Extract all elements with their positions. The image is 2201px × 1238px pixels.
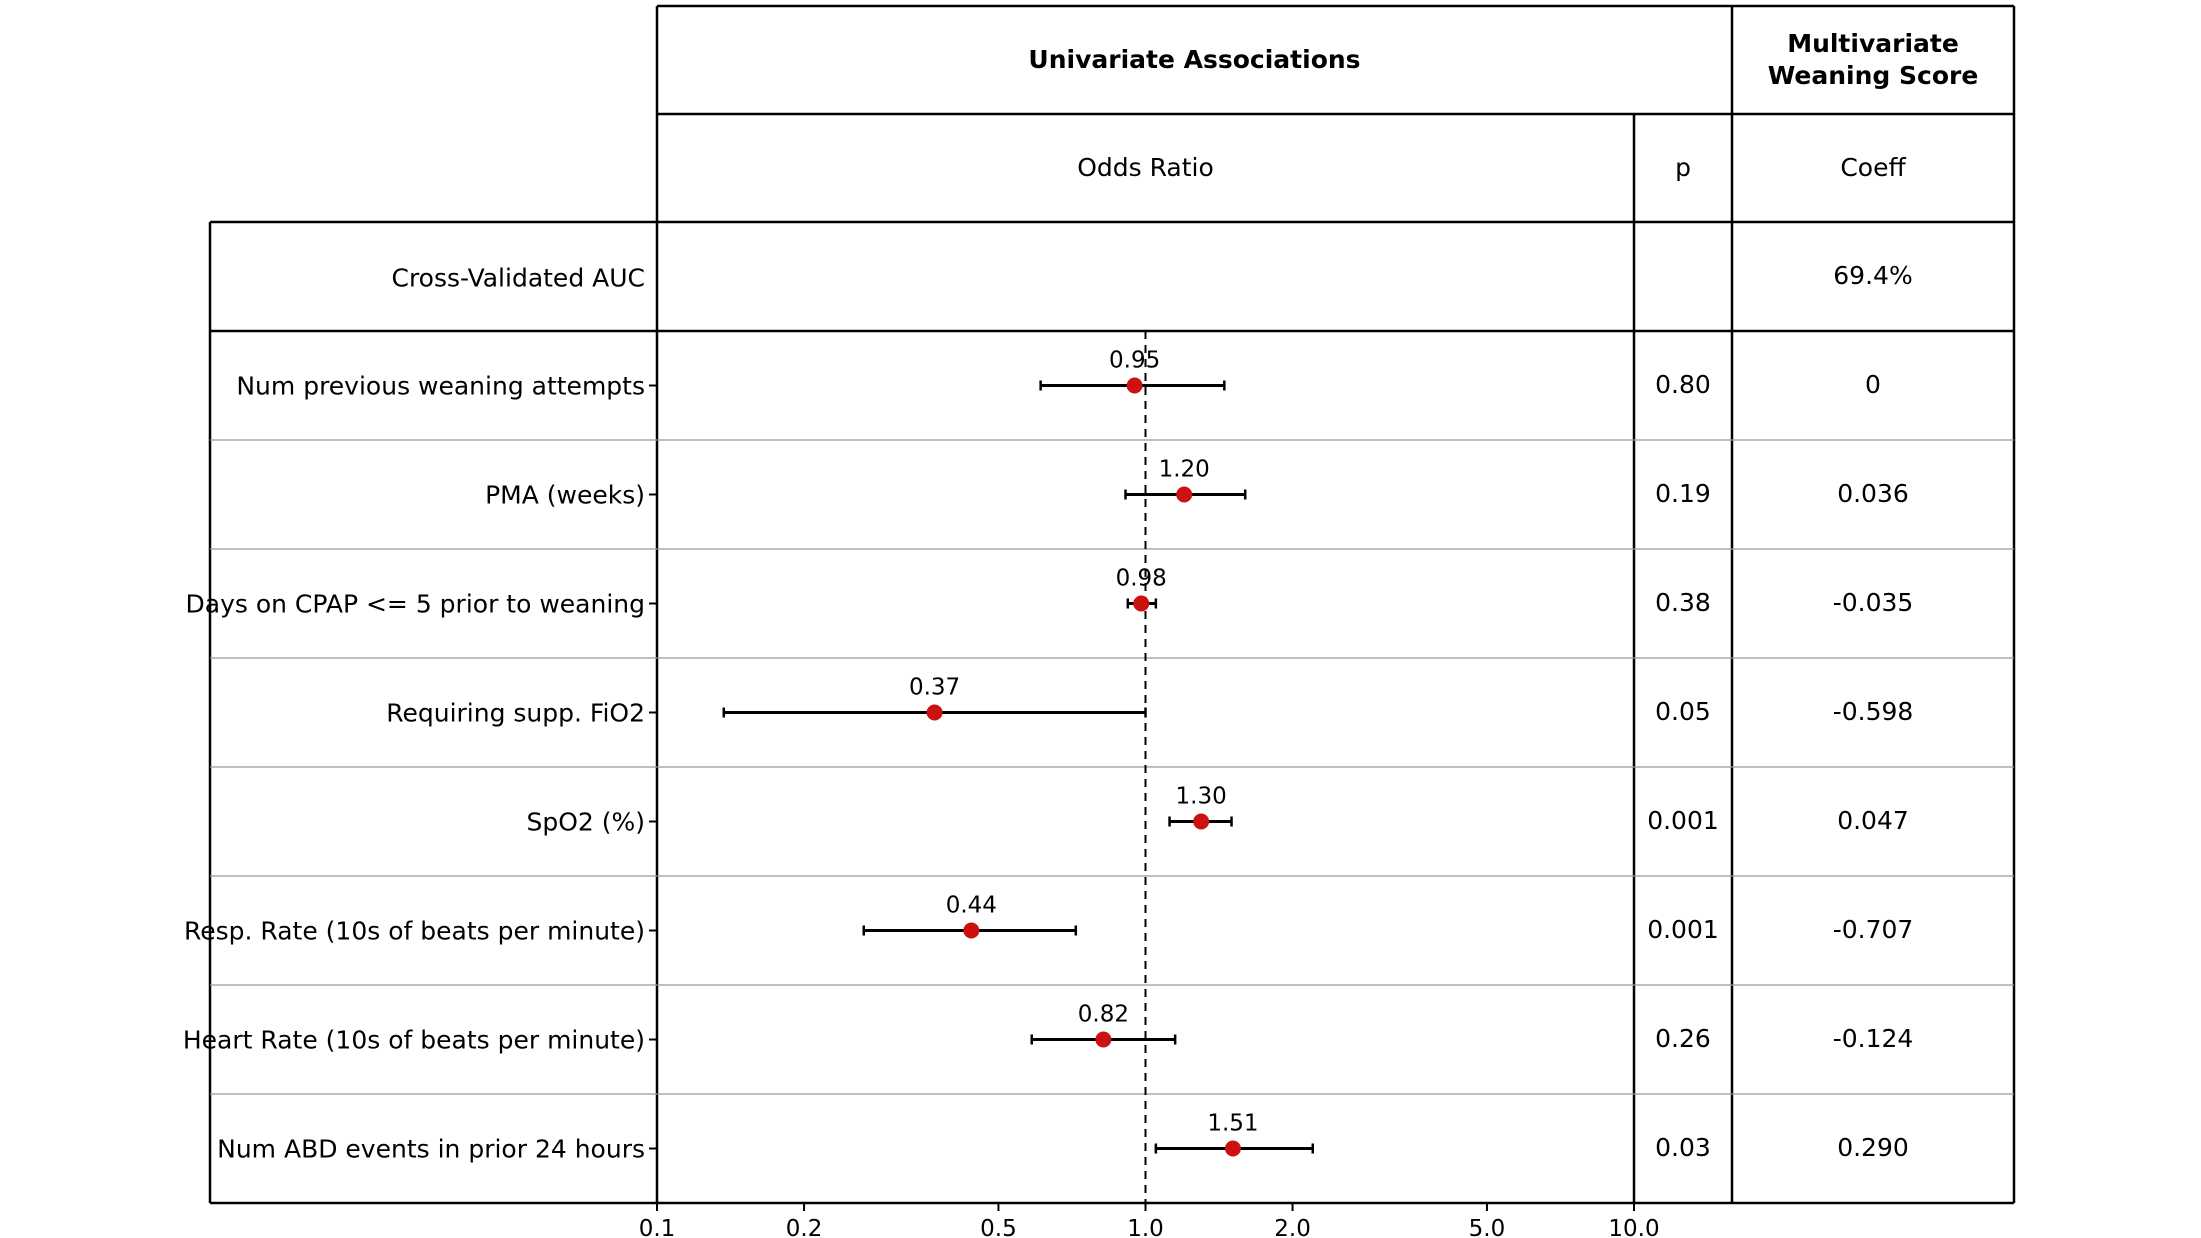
p-header: p: [1675, 152, 1691, 182]
p-value: 0.001: [1647, 915, 1719, 945]
row-label: Heart Rate (10s of beats per minute): [182, 1025, 645, 1054]
odds-ratio-label: 0.98: [1116, 566, 1167, 592]
x-tick-label: 0.5: [980, 1216, 1017, 1238]
odds-ratio-header: Odds Ratio: [1077, 152, 1214, 182]
odds-ratio-point: [1095, 1031, 1112, 1048]
row-label: PMA (weeks): [485, 480, 645, 509]
row-label: Resp. Rate (10s of beats per minute): [183, 916, 645, 945]
x-tick-label: 0.2: [786, 1216, 823, 1238]
coeff-value: -0.707: [1832, 915, 1914, 945]
odds-ratio-label: 1.20: [1159, 457, 1210, 483]
univariate-header: Univariate Associations: [1028, 44, 1361, 74]
odds-ratio-point: [1224, 1140, 1241, 1157]
multivariate-header: Multivariate Weaning Score: [1767, 28, 1979, 91]
odds-ratio-point: [926, 704, 943, 721]
x-tick-label: 1.0: [1127, 1216, 1164, 1238]
p-value: 0.19: [1655, 479, 1711, 509]
row-label: Days on CPAP <= 5 prior to weaning: [185, 589, 646, 618]
p-value: 0.001: [1647, 806, 1719, 836]
x-tick-label: 10.0: [1608, 1216, 1659, 1238]
row-label: SpO2 (%): [526, 807, 645, 836]
x-tick-label: 0.1: [639, 1216, 676, 1238]
coeff-value: 0.290: [1837, 1133, 1909, 1163]
odds-ratio-label: 1.30: [1176, 784, 1227, 810]
odds-ratio-point: [1133, 595, 1150, 612]
odds-ratio-point: [963, 922, 980, 939]
odds-ratio-point: [1176, 486, 1193, 503]
p-value: 0.05: [1655, 697, 1711, 727]
row-label: Num ABD events in prior 24 hours: [217, 1134, 645, 1163]
x-tick-label: 2.0: [1274, 1216, 1311, 1238]
odds-ratio-point: [1126, 377, 1143, 394]
odds-ratio-label: 1.51: [1207, 1111, 1258, 1137]
auc-label: Cross-Validated AUC: [391, 263, 645, 293]
coeff-value: -0.124: [1832, 1024, 1914, 1054]
odds-ratio-label: 0.44: [946, 893, 997, 919]
row-label: Requiring supp. FiO2: [386, 698, 645, 727]
coeff-value: -0.035: [1832, 588, 1914, 618]
row-label: Num previous weaning attempts: [236, 371, 645, 400]
x-tick-label: 5.0: [1469, 1216, 1506, 1238]
odds-ratio-label: 0.95: [1109, 348, 1160, 374]
coeff-header: Coeff: [1840, 152, 1906, 182]
p-value: 0.80: [1655, 370, 1711, 400]
odds-ratio-label: 0.82: [1078, 1002, 1129, 1028]
auc-value: 69.4%: [1833, 261, 1913, 291]
coeff-value: 0: [1865, 370, 1881, 400]
odds-ratio-label: 0.37: [909, 675, 960, 701]
p-value: 0.26: [1655, 1024, 1711, 1054]
p-value: 0.38: [1655, 588, 1711, 618]
p-value: 0.03: [1655, 1133, 1711, 1163]
odds-ratio-point: [1193, 813, 1210, 830]
coeff-value: -0.598: [1832, 697, 1914, 727]
coeff-value: 0.036: [1837, 479, 1909, 509]
coeff-value: 0.047: [1837, 806, 1909, 836]
